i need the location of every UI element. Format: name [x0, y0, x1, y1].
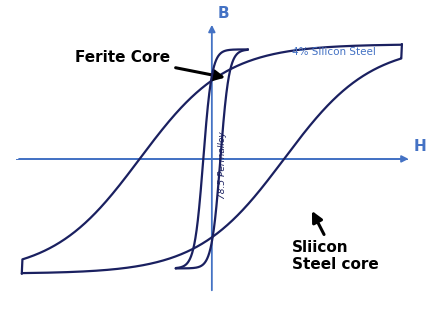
- Text: Ferite Core: Ferite Core: [75, 50, 222, 79]
- Text: 4% Silicon Steel: 4% Silicon Steel: [291, 47, 375, 57]
- Text: B: B: [218, 6, 229, 21]
- Text: H: H: [413, 139, 426, 154]
- Text: Sliicon
Steel core: Sliicon Steel core: [291, 214, 378, 272]
- Text: 78.5 Permalloy: 78.5 Permalloy: [218, 132, 227, 199]
